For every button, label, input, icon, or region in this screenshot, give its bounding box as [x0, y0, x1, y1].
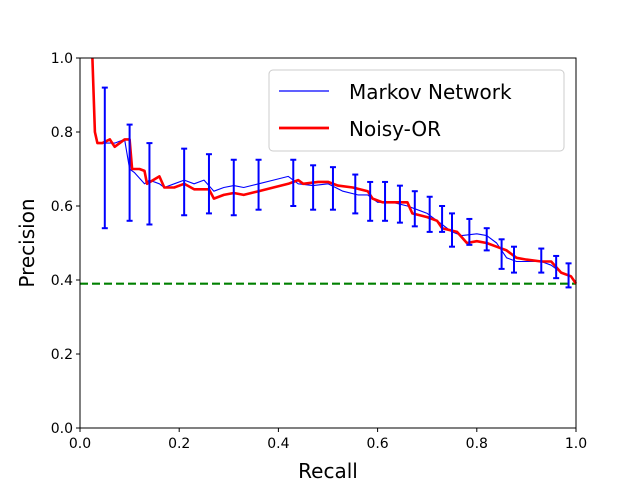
x-tick-label: 1.0 — [565, 436, 587, 452]
error-bar — [367, 180, 374, 222]
x-tick-label: 0.8 — [466, 436, 488, 452]
error-bar — [310, 164, 317, 211]
y-tick-label: 1.0 — [51, 51, 73, 67]
x-axis: 0.0 0.2 0.4 0.6 0.8 1.0 — [69, 428, 587, 452]
error-bar — [466, 217, 473, 246]
error-bar — [553, 254, 560, 280]
error-bar — [439, 205, 446, 233]
y-axis: 0.0 0.2 0.4 0.6 0.8 1.0 — [51, 51, 80, 437]
error-bar — [255, 158, 262, 211]
error-bar — [230, 158, 237, 217]
y-tick-label: 0.6 — [51, 199, 73, 215]
error-bar — [538, 247, 545, 274]
plot-frame — [79, 57, 577, 429]
error-bar — [205, 153, 212, 215]
legend-label-noisy-or: Noisy-OR — [349, 117, 441, 141]
errorbar-layer — [101, 86, 572, 289]
x-tick-label: 0.2 — [168, 436, 190, 452]
error-bar — [146, 142, 153, 226]
error-bar — [329, 166, 336, 211]
error-bar — [382, 180, 389, 222]
error-bar — [101, 86, 108, 230]
y-tick-label: 0.4 — [51, 273, 73, 289]
legend-label-markov-network: Markov Network — [349, 80, 512, 104]
error-bar — [449, 212, 455, 248]
error-bar — [483, 227, 490, 252]
error-bar — [290, 158, 297, 207]
y-axis-title: Precision — [15, 198, 39, 287]
y-tick-label: 0.8 — [51, 125, 73, 141]
x-axis-title: Recall — [298, 459, 358, 480]
error-bar — [411, 190, 418, 228]
error-bar — [426, 195, 433, 233]
error-bar — [511, 245, 517, 274]
series-layer — [91, 57, 578, 285]
legend-box — [268, 69, 565, 152]
series-line-noisy-or — [91, 57, 578, 285]
error-bar — [352, 173, 359, 215]
legend: Markov Network Noisy-OR — [268, 69, 565, 152]
x-tick-label: 0.4 — [267, 436, 289, 452]
y-tick-label: 0.0 — [51, 421, 73, 437]
error-bar — [498, 238, 505, 270]
x-tick-label: 0.0 — [69, 436, 91, 452]
y-tick-label: 0.2 — [51, 347, 73, 363]
error-bar — [126, 123, 133, 222]
x-tick-label: 0.6 — [366, 436, 388, 452]
error-bar — [396, 184, 403, 224]
error-bar — [565, 262, 572, 289]
error-bar — [181, 147, 188, 217]
